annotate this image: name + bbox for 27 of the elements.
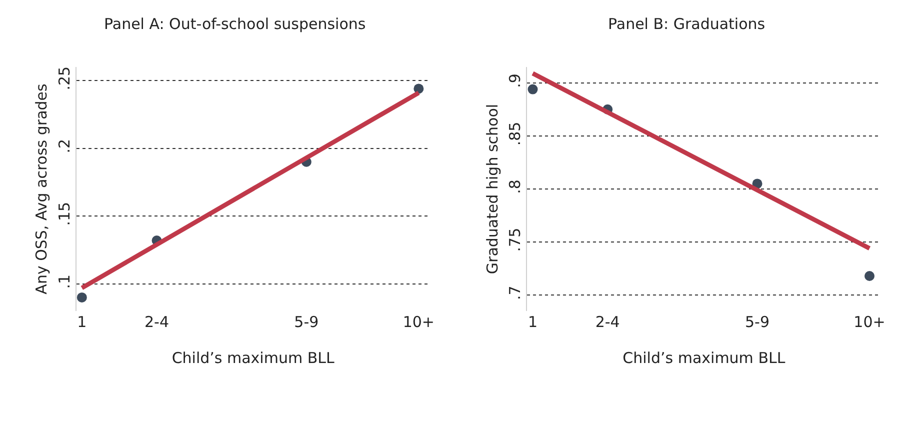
y-tick-label: .7	[506, 286, 524, 300]
x-tick-label: 1	[528, 313, 538, 331]
x-tick-label: 1	[77, 313, 87, 331]
point	[864, 270, 875, 281]
point	[76, 292, 87, 302]
x-tick-label: 2-4	[144, 313, 169, 331]
y-axis-title: Graduated high school	[483, 104, 502, 274]
point	[528, 84, 538, 94]
x-tick-label: 2-4	[595, 313, 620, 331]
y-tick-label: .8	[506, 180, 524, 194]
chart-title: Panel B: Graduations	[608, 15, 766, 33]
y-axis-title: Any OSS, Avg across grades	[32, 84, 51, 294]
x-axis-title: Child’s maximum BLL	[622, 349, 786, 367]
x-tick-label: 10+	[854, 313, 886, 331]
y-tick-label: .25	[55, 66, 74, 90]
y-tick-label: .15	[55, 202, 74, 226]
x-tick-label: 5-9	[294, 313, 319, 331]
y-tick-label: .2	[55, 138, 74, 154]
y-tick-label: .75	[506, 228, 524, 252]
y-tick-label: .1	[55, 274, 74, 289]
y-tick-label: .9	[506, 74, 524, 88]
point	[414, 84, 424, 94]
x-tick-label: 10+	[402, 313, 434, 331]
x-tick-label: 5-9	[745, 313, 770, 331]
y-tick-label: .85	[506, 122, 524, 146]
x-axis-title: Child’s maximum BLL	[172, 349, 336, 367]
chart-title: Panel A: Out-of-school suspensions	[104, 15, 366, 33]
